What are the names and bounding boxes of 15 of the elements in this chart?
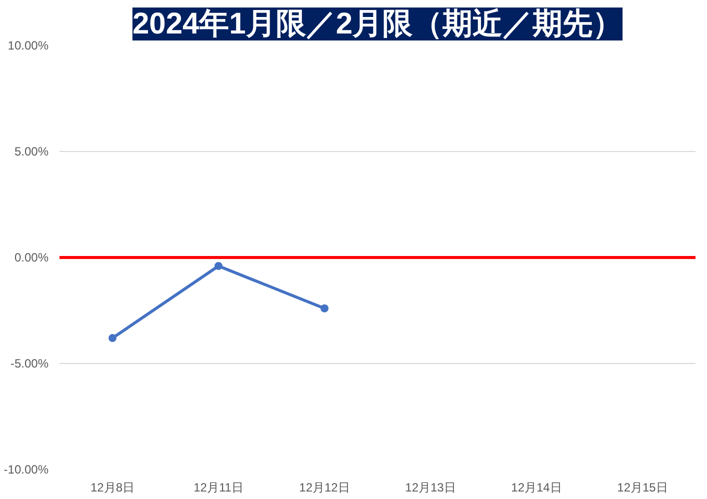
x-tick-label: 12月11日 xyxy=(194,480,244,494)
y-tick-label: -10.00% xyxy=(4,462,49,476)
x-tick-label: 12月12日 xyxy=(299,480,350,494)
y-tick-label: -5.00% xyxy=(10,356,49,370)
x-tick-label: 12月15日 xyxy=(617,480,668,494)
chart-title: 2024年1月限／2月限（期近／期先） xyxy=(132,8,623,40)
x-tick-label: 12月8日 xyxy=(90,480,135,494)
y-tick-label: 0.00% xyxy=(14,250,49,264)
y-tick-label: 10.00% xyxy=(8,38,49,52)
x-tick-label: 12月13日 xyxy=(405,480,456,494)
x-tick-label: 12月14日 xyxy=(511,480,562,494)
point xyxy=(214,262,222,270)
point xyxy=(108,334,116,342)
point xyxy=(320,304,328,312)
y-tick-label: 5.00% xyxy=(14,144,49,158)
